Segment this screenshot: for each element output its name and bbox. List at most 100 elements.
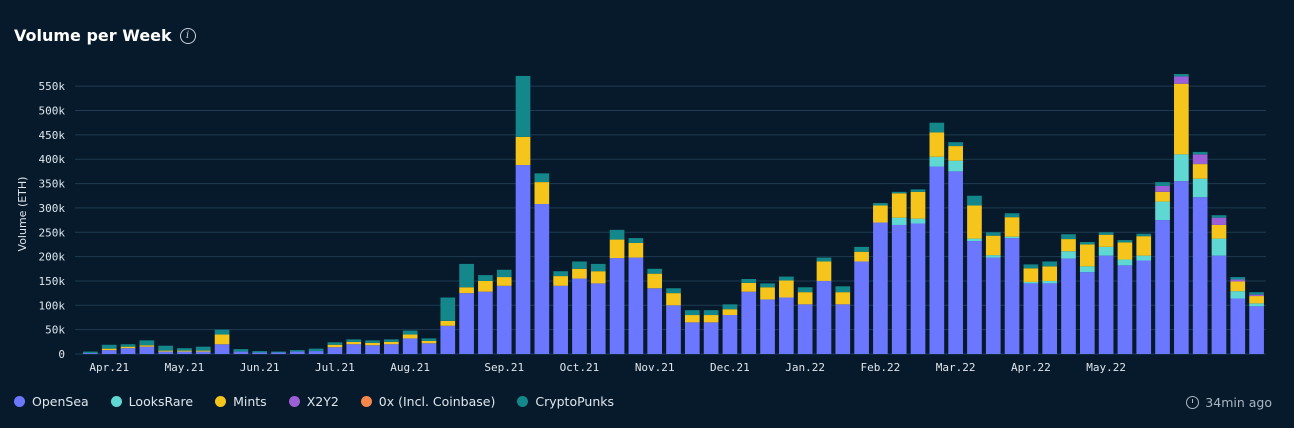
bar-segment-opensea — [779, 297, 794, 354]
legend-item-cryptopunks[interactable]: CryptoPunks — [517, 394, 614, 409]
bar-segment-opensea — [515, 165, 531, 354]
bar-segment-opensea — [816, 280, 832, 354]
bar-segment-cryptopunks — [779, 276, 794, 281]
bar-segment-cryptopunks — [214, 329, 230, 335]
bar-segment-mints — [177, 350, 192, 352]
bar-segment-cryptopunks — [929, 122, 945, 133]
legend-label: Mints — [233, 394, 267, 409]
bar-segment-opensea — [967, 241, 982, 354]
bar-segment-cryptopunks — [948, 142, 963, 147]
bar-segment-looksrare — [1061, 251, 1076, 259]
bar-segment-mints — [421, 340, 437, 344]
legend-label: LooksRare — [128, 394, 194, 409]
bar-segment-mints — [1230, 281, 1246, 292]
bar-segment-mints — [346, 341, 362, 345]
bar-segment-cryptopunks — [289, 350, 305, 352]
bar-segment-mints — [553, 276, 568, 286]
bar-segment-opensea — [327, 347, 343, 354]
legend-item-looksrare[interactable]: LooksRare — [110, 394, 194, 409]
legend-label: X2Y2 — [306, 394, 339, 409]
x-tick-label: May.22 — [1086, 361, 1126, 374]
bar-segment-opensea — [195, 351, 211, 354]
last-updated: 34min ago — [1186, 395, 1272, 410]
bar-segment-looksrare — [1117, 259, 1133, 266]
bar-segment-opensea — [572, 278, 587, 354]
bar-segment-mints — [496, 277, 512, 286]
y-tick-label: 0 — [58, 348, 65, 361]
bar-segment-opensea — [365, 345, 380, 354]
bar-segment-opensea — [214, 344, 230, 354]
bar-segment-looksrare — [1249, 303, 1264, 307]
bar-segment-mints — [440, 320, 456, 326]
bar-segment-opensea — [120, 348, 136, 354]
bar-segment-mints — [365, 342, 380, 346]
bar-segment-x2y2 — [1192, 154, 1208, 165]
bar-segment-mints — [967, 205, 982, 239]
legend-label: OpenSea — [32, 394, 89, 409]
bar-segment-mints — [195, 350, 211, 352]
bar-segment-cryptopunks — [1042, 261, 1058, 267]
bar-segment-looksrare — [1042, 280, 1058, 284]
bar-segment-mints — [534, 182, 550, 205]
bar-segment-cryptopunks — [647, 268, 663, 274]
bar-segment-mints — [741, 282, 757, 292]
bar-segment-opensea — [233, 351, 249, 354]
bar-segment-opensea — [1079, 272, 1095, 354]
bar-segment-cryptopunks — [308, 348, 324, 352]
bar-segment-cryptopunks — [684, 310, 700, 316]
bar-segment-opensea — [609, 258, 625, 354]
bar-segment-opensea — [760, 299, 775, 354]
bar-segment-opensea — [534, 204, 550, 354]
bar-segment-cryptopunks — [666, 288, 681, 294]
bar-segment-mints — [779, 280, 794, 298]
x-tick-label: May.21 — [165, 361, 205, 374]
bar-segment-cryptopunks — [327, 342, 343, 345]
bar-segment-cryptopunks — [628, 238, 644, 243]
x-tick-label: Oct.21 — [560, 361, 600, 374]
bar-segment-opensea — [1004, 238, 1020, 354]
x-tick-label: Jan.22 — [785, 361, 825, 374]
bar-segment-x2y2 — [1155, 186, 1170, 192]
legend-item-x2y2[interactable]: X2Y2 — [288, 394, 339, 409]
legend-swatch — [517, 396, 529, 407]
bar-segment-looksrare — [1098, 246, 1114, 256]
x-tick-label: Aug.21 — [390, 361, 430, 374]
bar-segment-mints — [1136, 236, 1152, 256]
legend-item-opensea[interactable]: OpenSea — [14, 394, 89, 409]
bar-segment-opensea — [910, 223, 926, 354]
bar-segment-mints — [214, 334, 230, 345]
legend-item-mints[interactable]: Mints — [215, 394, 267, 409]
bar-segment-opensea — [684, 322, 700, 354]
x-tick-label: Mar.22 — [936, 361, 976, 374]
bar-segment-cryptopunks — [421, 338, 437, 341]
y-tick-label: 450k — [39, 129, 66, 142]
bar-segment-mints — [1004, 217, 1020, 237]
bar-segment-cryptopunks — [891, 191, 907, 194]
bar-segment-looksrare — [1155, 201, 1170, 221]
info-icon[interactable]: i — [179, 27, 196, 44]
bar-segment-mints — [816, 261, 832, 281]
bar-segment-cryptopunks — [760, 283, 775, 288]
legend-item-0x-incl-coinbase-[interactable]: 0x (Incl. Coinbase) — [360, 394, 496, 409]
bar-segment-mints — [910, 191, 926, 219]
bar-segment-opensea — [1023, 283, 1039, 354]
y-tick-label: 150k — [39, 275, 66, 288]
bar-segment-cryptopunks — [816, 257, 832, 262]
bar-segment-opensea — [308, 351, 324, 354]
bar-segment-looksrare — [948, 160, 963, 172]
bar-segment-mints — [1192, 164, 1208, 179]
bar-segment-cryptopunks — [1061, 234, 1076, 240]
bar-segment-cryptopunks — [233, 349, 249, 352]
bar-segment-cryptopunks — [985, 232, 1001, 236]
bar-segment-cryptopunks — [83, 351, 98, 354]
bar-segment-cryptopunks — [177, 348, 192, 351]
legend-label: 0x (Incl. Coinbase) — [378, 394, 496, 409]
bar-segment-opensea — [478, 291, 493, 354]
bar-segment-opensea — [1230, 298, 1246, 354]
chart-title: Volume per Week — [14, 26, 172, 45]
bar-segment-looksrare — [929, 156, 945, 167]
bar-segment-cryptopunks — [1004, 213, 1020, 218]
bar-segment-opensea — [271, 352, 286, 354]
x-tick-label: Jul.21 — [315, 361, 355, 374]
bar-segment-mints — [891, 193, 907, 218]
